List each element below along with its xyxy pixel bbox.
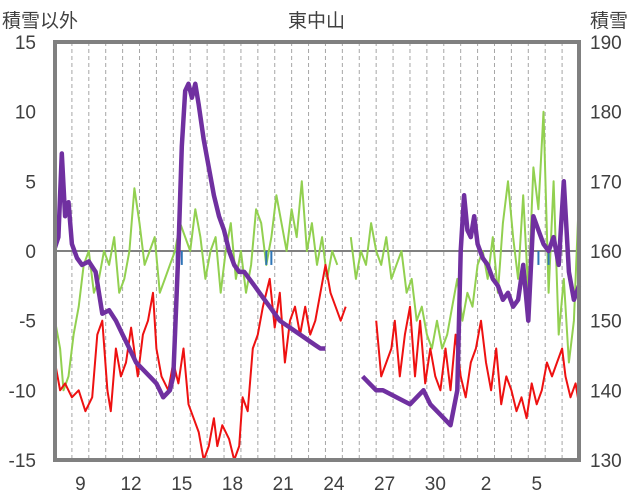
left-ticks: 15 10 5 0 -5 -10 -15 (9, 33, 36, 472)
series-red-line (375, 305, 580, 420)
right-tick-label: 190 (590, 33, 622, 54)
right-tick-label: 130 (590, 451, 622, 472)
series-green-line (54, 180, 339, 392)
x-tick-label: 18 (222, 474, 243, 495)
series-green-line (349, 110, 580, 364)
right-axis-label: 積雪 (590, 11, 629, 32)
x-tick-label: 21 (273, 474, 294, 495)
chart-title: 東中山 (288, 11, 346, 32)
x-tick-label: 2 (481, 474, 492, 495)
series-snow-depth-line (360, 179, 582, 428)
left-tick-label: 15 (15, 33, 36, 54)
left-tick-label: -10 (9, 381, 36, 402)
right-tick-label: 150 (590, 312, 622, 333)
x-tick-label: 15 (171, 474, 192, 495)
x-tick-label: 12 (120, 474, 141, 495)
x-tick-label: 30 (425, 474, 446, 495)
right-tick-label: 140 (590, 381, 622, 402)
series-snow-depth-line (52, 81, 326, 400)
left-tick-label: -15 (9, 451, 36, 472)
right-tick-label: 180 (590, 103, 622, 124)
left-tick-label: 0 (25, 242, 36, 263)
x-tick-label: 27 (374, 474, 395, 495)
x-tick-label: 5 (531, 474, 542, 495)
x-tick-label: 9 (75, 474, 86, 495)
right-tick-label: 160 (590, 242, 622, 263)
right-ticks: 190 180 170 160 150 140 130 (590, 33, 622, 472)
left-tick-label: -5 (19, 312, 36, 333)
plot-frame (53, 40, 581, 462)
x-ticks: 9 12 15 18 21 24 27 30 2 5 (75, 474, 542, 495)
left-tick-label: 5 (25, 172, 36, 193)
left-axis-label: 積雪以外 (2, 11, 79, 32)
left-tick-label: 10 (15, 103, 36, 124)
right-tick-label: 170 (590, 172, 622, 193)
x-tick-label: 24 (323, 474, 345, 495)
series-layer (52, 81, 582, 461)
